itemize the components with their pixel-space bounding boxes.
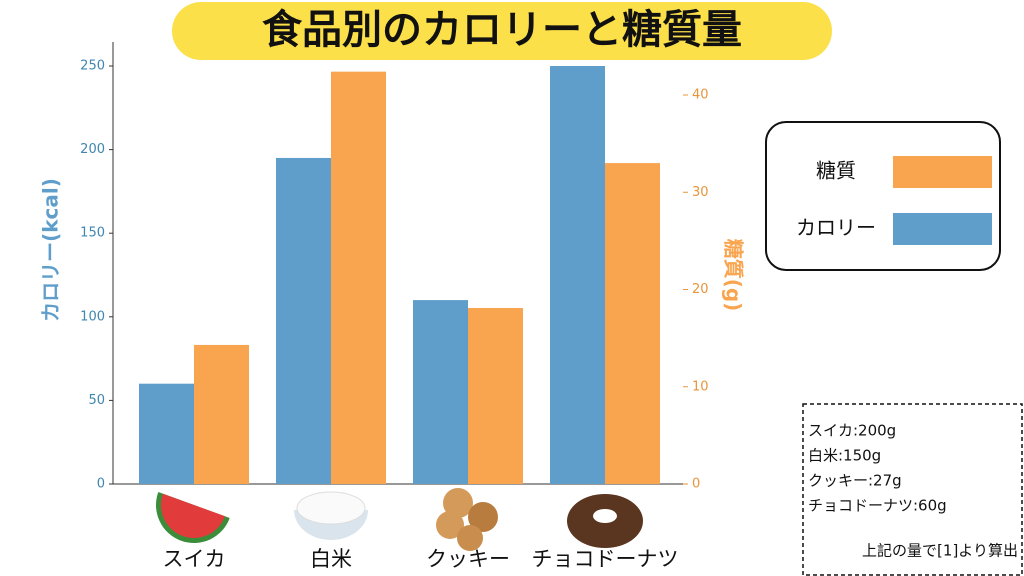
legend-swatch (893, 213, 992, 245)
bar (605, 163, 660, 484)
x-tick-label: 白米 (310, 547, 352, 571)
source-note: 上記の量で[1]より算出 (862, 542, 1018, 560)
y-tick-label: 50 (88, 393, 105, 408)
y2-tick-label: 20 (692, 282, 709, 297)
note-box (802, 403, 1023, 576)
bar (468, 307, 523, 484)
bar (276, 157, 331, 484)
donut-icon (567, 494, 643, 548)
watermelon-icon (156, 492, 230, 543)
rice-icon (294, 491, 368, 540)
x-tick-label: スイカ (163, 547, 226, 571)
note-line: 白米:150g (808, 447, 881, 465)
y-tick-label: 0 (97, 477, 105, 492)
x-tick-label: チョコドーナツ (532, 547, 679, 571)
note-line: チョコドーナツ:60g (808, 497, 947, 515)
chart-title: 食品別のカロリーと糖質量 (262, 7, 742, 53)
legend-box (765, 121, 1001, 271)
y-tick-label: 200 (80, 142, 105, 157)
bar (550, 66, 605, 484)
y-axis-label: カロリー(kcal) (39, 178, 63, 322)
y2-tick-label: 10 (692, 379, 709, 394)
bar (139, 383, 194, 484)
y2-axis-label: 糖質(g) (722, 239, 746, 312)
legend-swatch (893, 156, 992, 188)
y2-tick-label: 0 (692, 477, 700, 492)
bar (413, 300, 468, 484)
note-line: スイカ:200g (808, 422, 896, 440)
bar (331, 71, 386, 484)
bar (194, 344, 249, 484)
y2-tick-label: 40 (692, 88, 709, 103)
title-background (172, 2, 832, 60)
y-tick-label: 100 (80, 309, 105, 324)
note-line: クッキー:27g (808, 472, 902, 490)
y2-tick-label: 30 (692, 185, 709, 200)
y-tick-label: 150 (80, 226, 105, 241)
legend-label: カロリー (796, 216, 876, 240)
y-tick-label: 250 (80, 59, 105, 74)
legend-label: 糖質 (816, 159, 856, 183)
x-tick-label: クッキー (426, 547, 510, 571)
cookie-icon (436, 488, 498, 551)
